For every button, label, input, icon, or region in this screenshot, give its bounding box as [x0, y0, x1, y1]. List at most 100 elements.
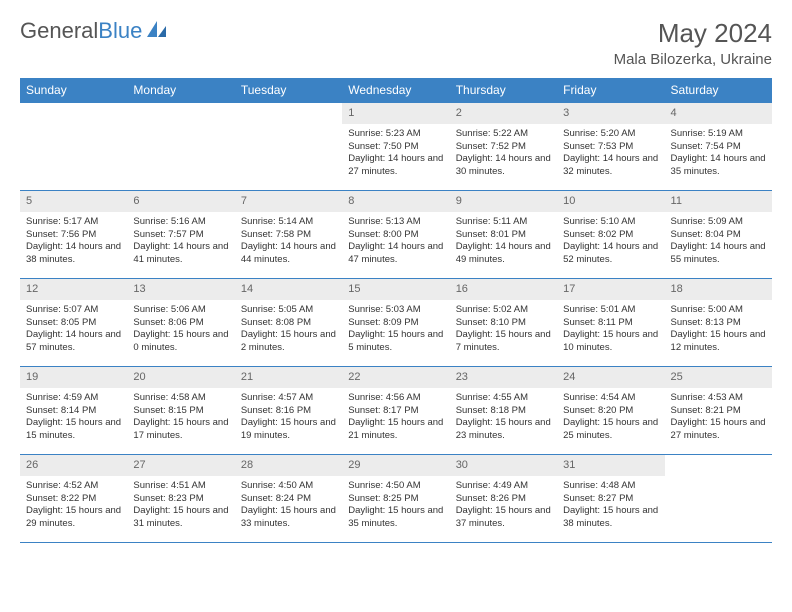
sunset-line: Sunset: 7:58 PM: [241, 229, 336, 242]
calendar-day-cell: 20Sunrise: 4:58 AMSunset: 8:15 PMDayligh…: [127, 367, 234, 455]
daylight-line: Daylight: 15 hours and 7 minutes.: [456, 329, 551, 355]
day-number: 8: [342, 191, 449, 212]
calendar-week: 12Sunrise: 5:07 AMSunset: 8:05 PMDayligh…: [20, 279, 772, 367]
daylight-line: Daylight: 14 hours and 35 minutes.: [671, 153, 766, 179]
day-number: 30: [450, 455, 557, 476]
daylight-line: Daylight: 15 hours and 10 minutes.: [563, 329, 658, 355]
sunrise-line: Sunrise: 5:00 AM: [671, 304, 766, 317]
sunrise-line: Sunrise: 5:17 AM: [26, 216, 121, 229]
calendar-day-cell: 23Sunrise: 4:55 AMSunset: 8:18 PMDayligh…: [450, 367, 557, 455]
calendar-week: 19Sunrise: 4:59 AMSunset: 8:14 PMDayligh…: [20, 367, 772, 455]
day-body: Sunrise: 5:19 AMSunset: 7:54 PMDaylight:…: [665, 126, 772, 183]
weekday-header: Wednesday: [342, 78, 449, 103]
day-body: Sunrise: 5:16 AMSunset: 7:57 PMDaylight:…: [127, 214, 234, 271]
calendar-day-cell: 16Sunrise: 5:02 AMSunset: 8:10 PMDayligh…: [450, 279, 557, 367]
day-number: 25: [665, 367, 772, 388]
sunset-line: Sunset: 8:21 PM: [671, 405, 766, 418]
day-body: Sunrise: 5:20 AMSunset: 7:53 PMDaylight:…: [557, 126, 664, 183]
day-body: Sunrise: 4:51 AMSunset: 8:23 PMDaylight:…: [127, 478, 234, 535]
day-body: Sunrise: 5:14 AMSunset: 7:58 PMDaylight:…: [235, 214, 342, 271]
calendar-week: 1Sunrise: 5:23 AMSunset: 7:50 PMDaylight…: [20, 103, 772, 191]
daylight-line: Daylight: 14 hours and 27 minutes.: [348, 153, 443, 179]
sunset-line: Sunset: 8:00 PM: [348, 229, 443, 242]
sunset-line: Sunset: 8:24 PM: [241, 493, 336, 506]
sunset-line: Sunset: 7:56 PM: [26, 229, 121, 242]
day-number: 3: [557, 103, 664, 124]
day-number: 20: [127, 367, 234, 388]
sunset-line: Sunset: 8:09 PM: [348, 317, 443, 330]
day-number: 7: [235, 191, 342, 212]
sunset-line: Sunset: 8:26 PM: [456, 493, 551, 506]
day-body: Sunrise: 5:13 AMSunset: 8:00 PMDaylight:…: [342, 214, 449, 271]
sunrise-line: Sunrise: 5:03 AM: [348, 304, 443, 317]
daylight-line: Daylight: 14 hours and 38 minutes.: [26, 241, 121, 267]
day-body: Sunrise: 4:58 AMSunset: 8:15 PMDaylight:…: [127, 390, 234, 447]
day-number: 31: [557, 455, 664, 476]
sunrise-line: Sunrise: 5:23 AM: [348, 128, 443, 141]
sunrise-line: Sunrise: 4:55 AM: [456, 392, 551, 405]
sunrise-line: Sunrise: 4:50 AM: [348, 480, 443, 493]
calendar-day-cell: 21Sunrise: 4:57 AMSunset: 8:16 PMDayligh…: [235, 367, 342, 455]
calendar-day-cell: 29Sunrise: 4:50 AMSunset: 8:25 PMDayligh…: [342, 455, 449, 543]
logo: GeneralBlue: [20, 18, 168, 44]
day-number: 26: [20, 455, 127, 476]
sunset-line: Sunset: 8:22 PM: [26, 493, 121, 506]
calendar-day-cell: 18Sunrise: 5:00 AMSunset: 8:13 PMDayligh…: [665, 279, 772, 367]
sunset-line: Sunset: 7:57 PM: [133, 229, 228, 242]
calendar-day-cell: 13Sunrise: 5:06 AMSunset: 8:06 PMDayligh…: [127, 279, 234, 367]
day-body: Sunrise: 5:22 AMSunset: 7:52 PMDaylight:…: [450, 126, 557, 183]
day-body: Sunrise: 5:06 AMSunset: 8:06 PMDaylight:…: [127, 302, 234, 359]
sunrise-line: Sunrise: 4:53 AM: [671, 392, 766, 405]
calendar-day-cell: 9Sunrise: 5:11 AMSunset: 8:01 PMDaylight…: [450, 191, 557, 279]
sunset-line: Sunset: 8:05 PM: [26, 317, 121, 330]
sunset-line: Sunset: 8:27 PM: [563, 493, 658, 506]
sunset-line: Sunset: 8:11 PM: [563, 317, 658, 330]
sunset-line: Sunset: 8:15 PM: [133, 405, 228, 418]
day-body: Sunrise: 5:07 AMSunset: 8:05 PMDaylight:…: [20, 302, 127, 359]
day-number: 16: [450, 279, 557, 300]
daylight-line: Daylight: 15 hours and 37 minutes.: [456, 505, 551, 531]
sail-icon: [146, 20, 168, 43]
sunset-line: Sunset: 7:53 PM: [563, 141, 658, 154]
sunset-line: Sunset: 8:04 PM: [671, 229, 766, 242]
daylight-line: Daylight: 15 hours and 2 minutes.: [241, 329, 336, 355]
day-body: Sunrise: 5:17 AMSunset: 7:56 PMDaylight:…: [20, 214, 127, 271]
daylight-line: Daylight: 15 hours and 31 minutes.: [133, 505, 228, 531]
daylight-line: Daylight: 14 hours and 55 minutes.: [671, 241, 766, 267]
daylight-line: Daylight: 15 hours and 33 minutes.: [241, 505, 336, 531]
sunrise-line: Sunrise: 4:48 AM: [563, 480, 658, 493]
calendar-day-cell: 31Sunrise: 4:48 AMSunset: 8:27 PMDayligh…: [557, 455, 664, 543]
calendar-day-cell: 7Sunrise: 5:14 AMSunset: 7:58 PMDaylight…: [235, 191, 342, 279]
calendar-day-cell: 3Sunrise: 5:20 AMSunset: 7:53 PMDaylight…: [557, 103, 664, 191]
day-body: Sunrise: 4:49 AMSunset: 8:26 PMDaylight:…: [450, 478, 557, 535]
sunrise-line: Sunrise: 5:11 AM: [456, 216, 551, 229]
sunset-line: Sunset: 8:18 PM: [456, 405, 551, 418]
sunset-line: Sunset: 7:54 PM: [671, 141, 766, 154]
sunrise-line: Sunrise: 4:52 AM: [26, 480, 121, 493]
calendar-day-cell: 25Sunrise: 4:53 AMSunset: 8:21 PMDayligh…: [665, 367, 772, 455]
day-number: 6: [127, 191, 234, 212]
calendar-day-cell: [127, 103, 234, 191]
calendar-day-cell: 26Sunrise: 4:52 AMSunset: 8:22 PMDayligh…: [20, 455, 127, 543]
sunrise-line: Sunrise: 5:05 AM: [241, 304, 336, 317]
sunrise-line: Sunrise: 5:13 AM: [348, 216, 443, 229]
day-body: Sunrise: 4:53 AMSunset: 8:21 PMDaylight:…: [665, 390, 772, 447]
day-body: Sunrise: 5:03 AMSunset: 8:09 PMDaylight:…: [342, 302, 449, 359]
weekday-header: Sunday: [20, 78, 127, 103]
calendar-day-cell: [665, 455, 772, 543]
daylight-line: Daylight: 15 hours and 19 minutes.: [241, 417, 336, 443]
calendar-week: 5Sunrise: 5:17 AMSunset: 7:56 PMDaylight…: [20, 191, 772, 279]
day-number: 19: [20, 367, 127, 388]
sunset-line: Sunset: 8:25 PM: [348, 493, 443, 506]
sunset-line: Sunset: 8:10 PM: [456, 317, 551, 330]
sunset-line: Sunset: 8:23 PM: [133, 493, 228, 506]
day-body: Sunrise: 4:54 AMSunset: 8:20 PMDaylight:…: [557, 390, 664, 447]
sunrise-line: Sunrise: 5:01 AM: [563, 304, 658, 317]
sunrise-line: Sunrise: 5:10 AM: [563, 216, 658, 229]
day-number: 1: [342, 103, 449, 124]
header: GeneralBlue May 2024 Mala Bilozerka, Ukr…: [20, 18, 772, 68]
day-body: Sunrise: 5:11 AMSunset: 8:01 PMDaylight:…: [450, 214, 557, 271]
calendar-day-cell: 4Sunrise: 5:19 AMSunset: 7:54 PMDaylight…: [665, 103, 772, 191]
day-number: 18: [665, 279, 772, 300]
day-body: Sunrise: 4:55 AMSunset: 8:18 PMDaylight:…: [450, 390, 557, 447]
